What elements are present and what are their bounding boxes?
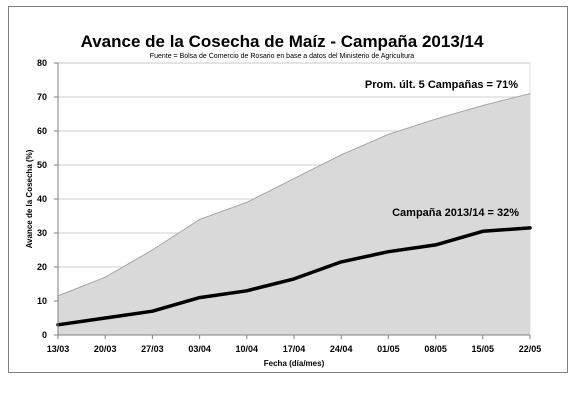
y-tick-label: 70 — [37, 92, 47, 102]
y-tick-label: 40 — [37, 194, 47, 204]
average-point — [293, 178, 295, 180]
average-point — [246, 201, 248, 203]
average-point — [482, 105, 484, 106]
x-tick-label: 27/03 — [141, 344, 164, 354]
x-tick-label: 08/05 — [424, 344, 447, 354]
axes: 0 10 20 30 40 50 60 70 80 13/03 20/03 27/03 03/04 10/… — [37, 58, 541, 354]
average-point — [529, 93, 531, 95]
y-tick-label: 50 — [37, 160, 47, 170]
chart-title: Avance de la Cosecha de Maíz - Campaña 2… — [81, 32, 484, 51]
data-layer — [56, 93, 532, 335]
y-tick-label: 0 — [42, 330, 47, 340]
season-point — [386, 250, 390, 254]
average-annotation: Prom. últ. 5 Campañas = 71% — [365, 79, 518, 91]
season-point — [434, 243, 438, 247]
average-point — [199, 218, 201, 220]
y-tick-label: 20 — [37, 262, 47, 272]
season-point — [103, 316, 107, 320]
average-point — [104, 276, 106, 278]
y-tick-label: 80 — [37, 58, 47, 68]
x-tick-label: 22/05 — [519, 344, 542, 354]
season-point — [245, 289, 249, 293]
x-tick-label: 20/03 — [94, 344, 117, 354]
x-tick-label: 01/05 — [377, 344, 400, 354]
season-point — [198, 296, 202, 300]
y-tick-label: 10 — [37, 296, 47, 306]
season-annotation: Campaña 2013/14 = 32% — [392, 207, 519, 219]
x-tick-label: 17/04 — [283, 344, 306, 354]
y-axis-label: Avance de la Cosecha (%) — [25, 149, 34, 248]
x-tick-label: 13/03 — [47, 344, 70, 354]
y-tick-label: 60 — [37, 126, 47, 136]
average-point — [435, 118, 437, 120]
season-point — [528, 226, 532, 230]
season-point — [150, 309, 154, 313]
x-tick-label: 03/04 — [188, 344, 211, 354]
average-area — [58, 93, 530, 335]
season-point — [339, 260, 343, 264]
season-point — [481, 229, 485, 233]
x-tick-label: 24/04 — [330, 344, 353, 354]
average-point — [340, 154, 342, 156]
chart-subtitle: Fuente = Bolsa de Comercio de Rosario en… — [150, 53, 415, 60]
average-point — [387, 133, 389, 135]
y-tick-label: 30 — [37, 228, 47, 238]
x-axis-label: Fecha (día/mes) — [264, 359, 325, 368]
average-point — [151, 249, 153, 251]
x-tick-label: 15/05 — [472, 344, 495, 354]
season-point — [292, 277, 296, 281]
x-tick-label: 10/04 — [236, 344, 259, 354]
